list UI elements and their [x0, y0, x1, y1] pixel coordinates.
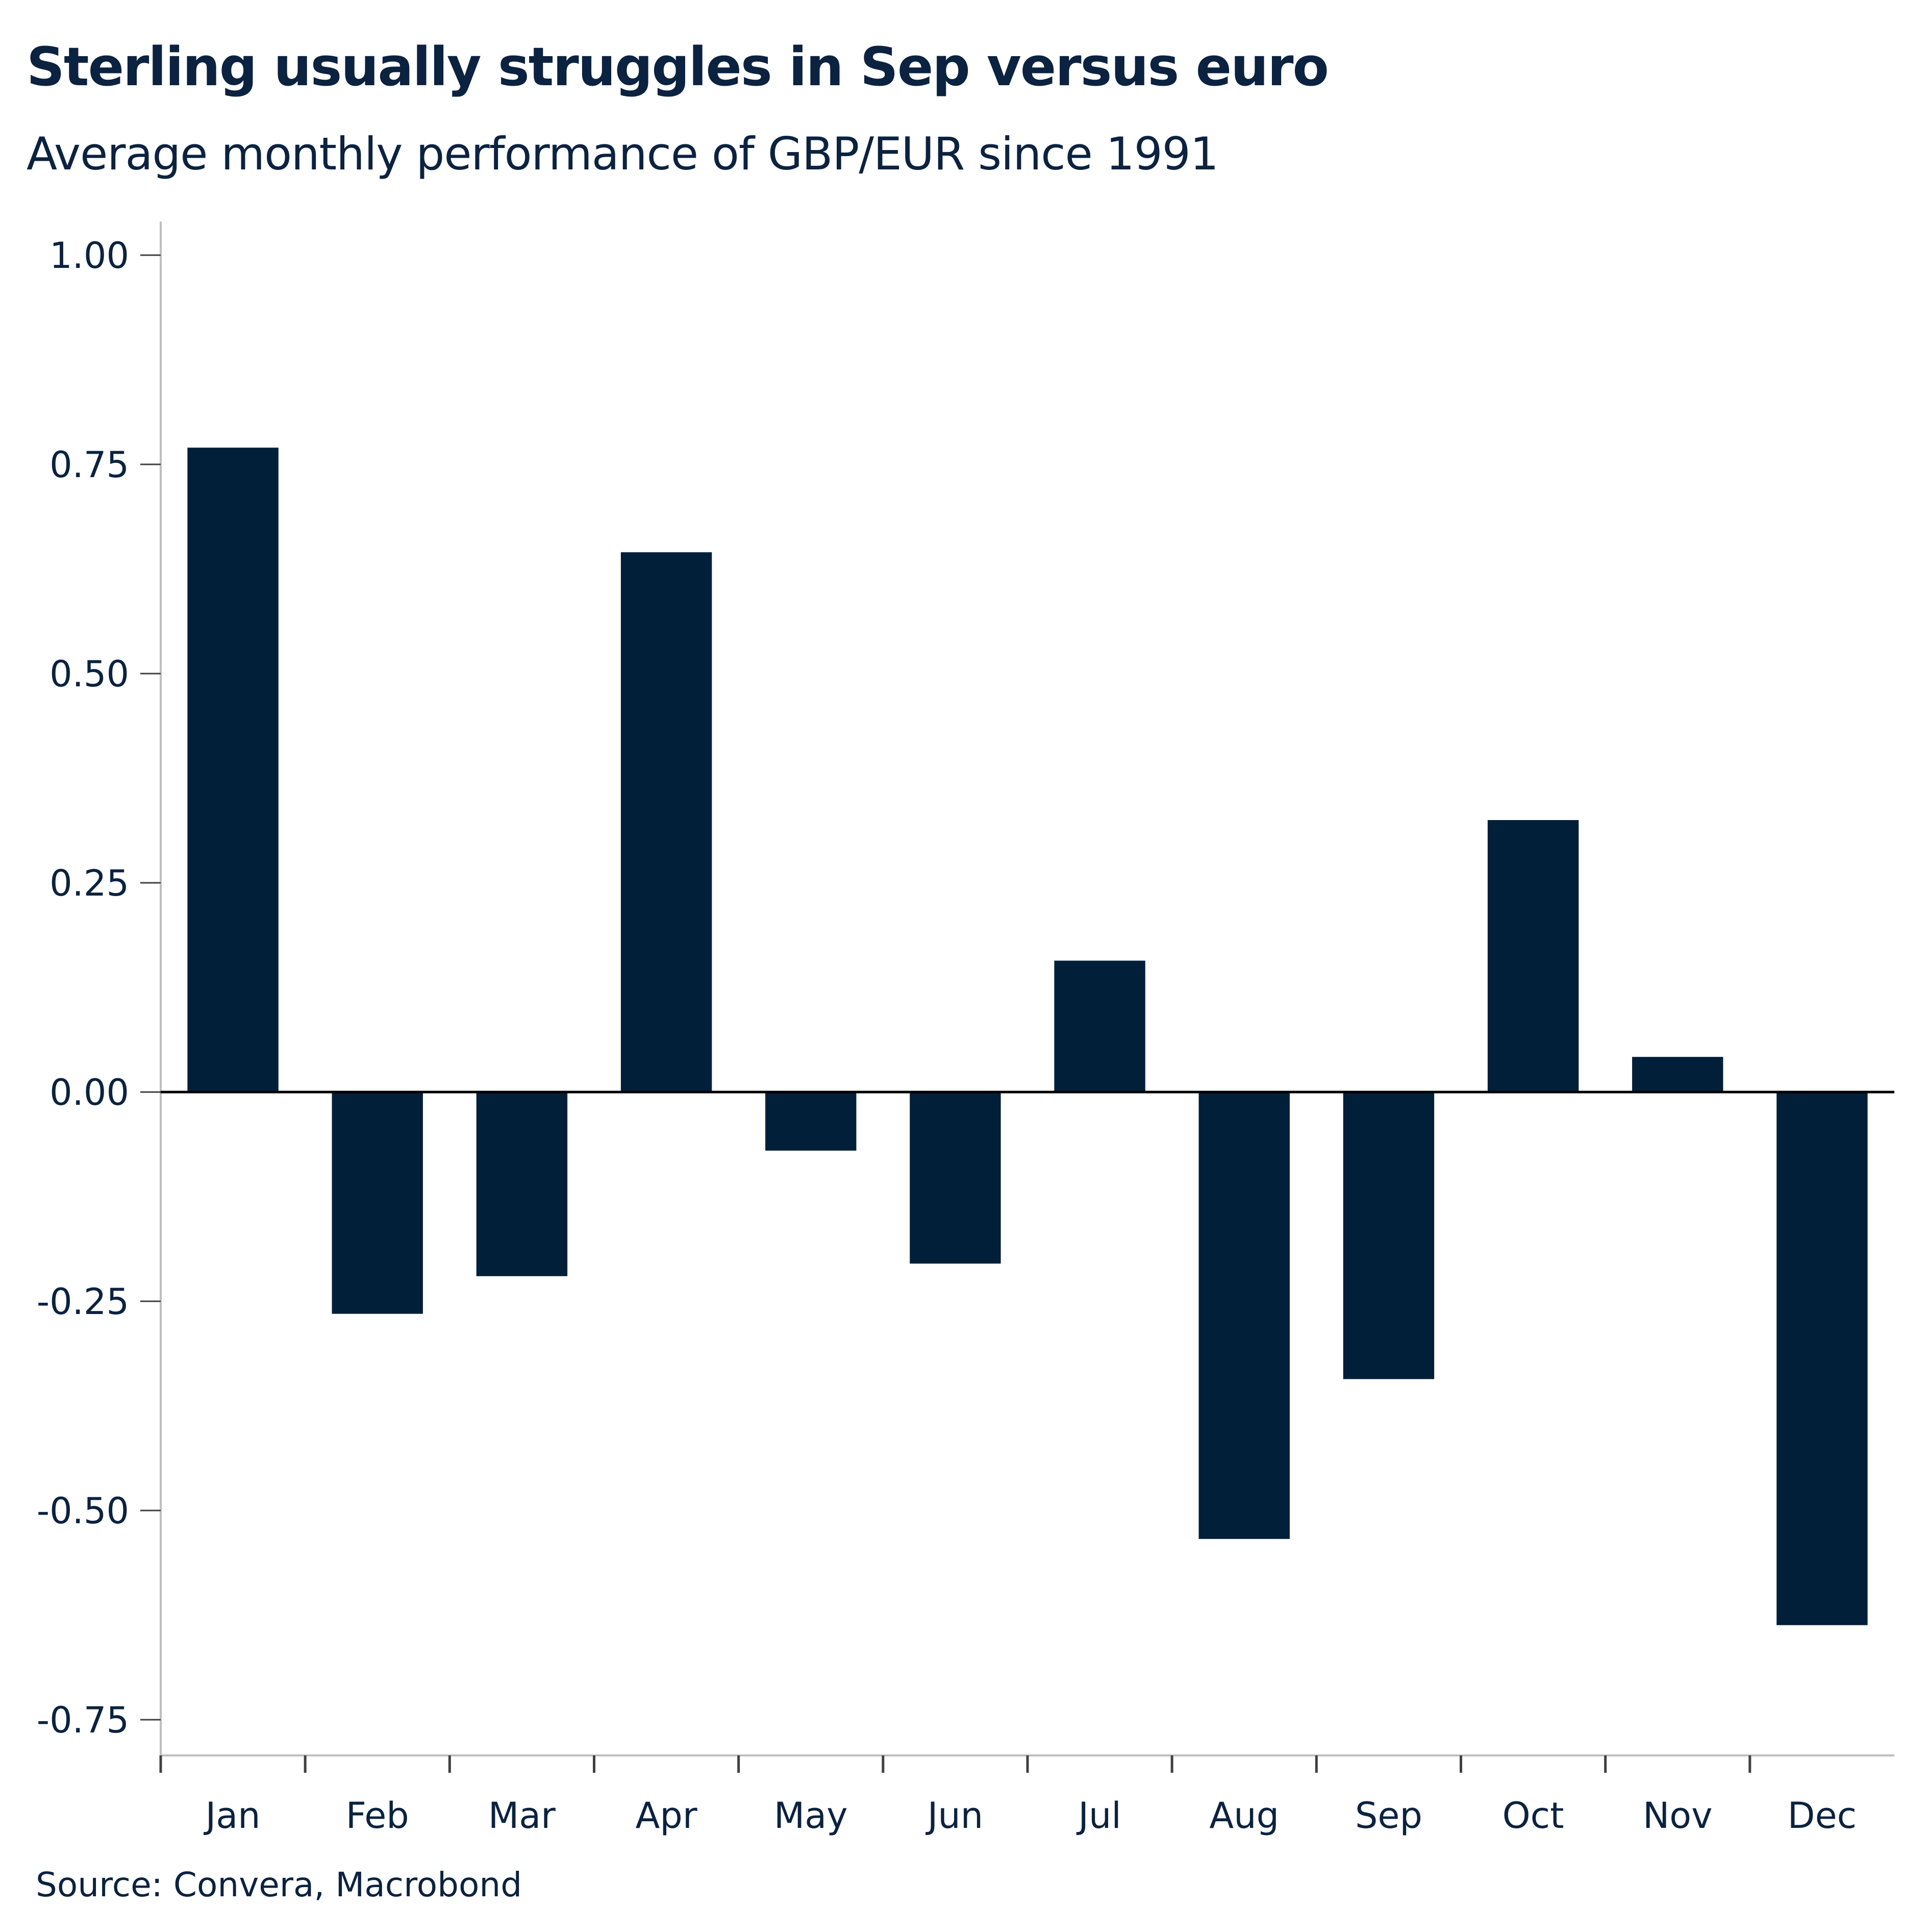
- y-tick-label: -0.25: [37, 1281, 129, 1323]
- y-tick-label: -0.75: [37, 1699, 129, 1741]
- bar-dec: [1776, 1092, 1868, 1625]
- y-tick-label: 0.50: [49, 653, 129, 695]
- x-tick-label: Apr: [636, 1795, 697, 1837]
- x-tick-label: Jun: [925, 1795, 983, 1837]
- bar-feb: [332, 1092, 423, 1314]
- y-tick-label: 0.00: [49, 1072, 129, 1113]
- x-axis: Jan Feb Mar Apr May Jun Jul Aug Sep Oct Nov Dec: [159, 1091, 1894, 1837]
- bar-jul: [1054, 960, 1145, 1092]
- y-tick-label: 0.75: [49, 444, 129, 486]
- chart-subtitle: Average monthly performance of GBP/EUR s…: [27, 128, 1219, 180]
- bar-sep: [1343, 1092, 1435, 1379]
- x-tick-label: Sep: [1355, 1795, 1422, 1837]
- bar-oct: [1487, 820, 1579, 1092]
- bar-mar: [476, 1092, 568, 1276]
- x-tick-label: Nov: [1643, 1795, 1713, 1837]
- bar-apr: [620, 552, 712, 1092]
- x-tick-label: Dec: [1788, 1795, 1857, 1837]
- bar-may: [765, 1092, 857, 1151]
- x-tick-label: Mar: [488, 1795, 556, 1837]
- source-note: Source: Convera, Macrobond: [36, 1865, 522, 1904]
- x-tick-label: Aug: [1209, 1795, 1279, 1837]
- bar-nov: [1632, 1057, 1723, 1092]
- y-axis: 1.00 0.75 0.50 0.25 0.00 -0.25 -0.50 -0.75: [37, 221, 162, 1755]
- x-tick-label: May: [774, 1795, 848, 1837]
- y-tick-label: 1.00: [49, 235, 129, 277]
- bars: [187, 448, 1868, 1625]
- bar-jun: [910, 1092, 1001, 1264]
- bar-aug: [1198, 1092, 1290, 1539]
- x-tick-label: Jul: [1076, 1795, 1121, 1837]
- x-tick-label: Oct: [1503, 1795, 1564, 1837]
- x-tick-label: Jan: [204, 1795, 261, 1837]
- y-tick-label: 0.25: [49, 862, 129, 904]
- y-tick-label: -0.50: [37, 1490, 129, 1532]
- x-tick-label: Feb: [346, 1795, 409, 1837]
- chart-title: Sterling usually struggles in Sep versus…: [27, 36, 1329, 98]
- bar-jan: [187, 448, 279, 1093]
